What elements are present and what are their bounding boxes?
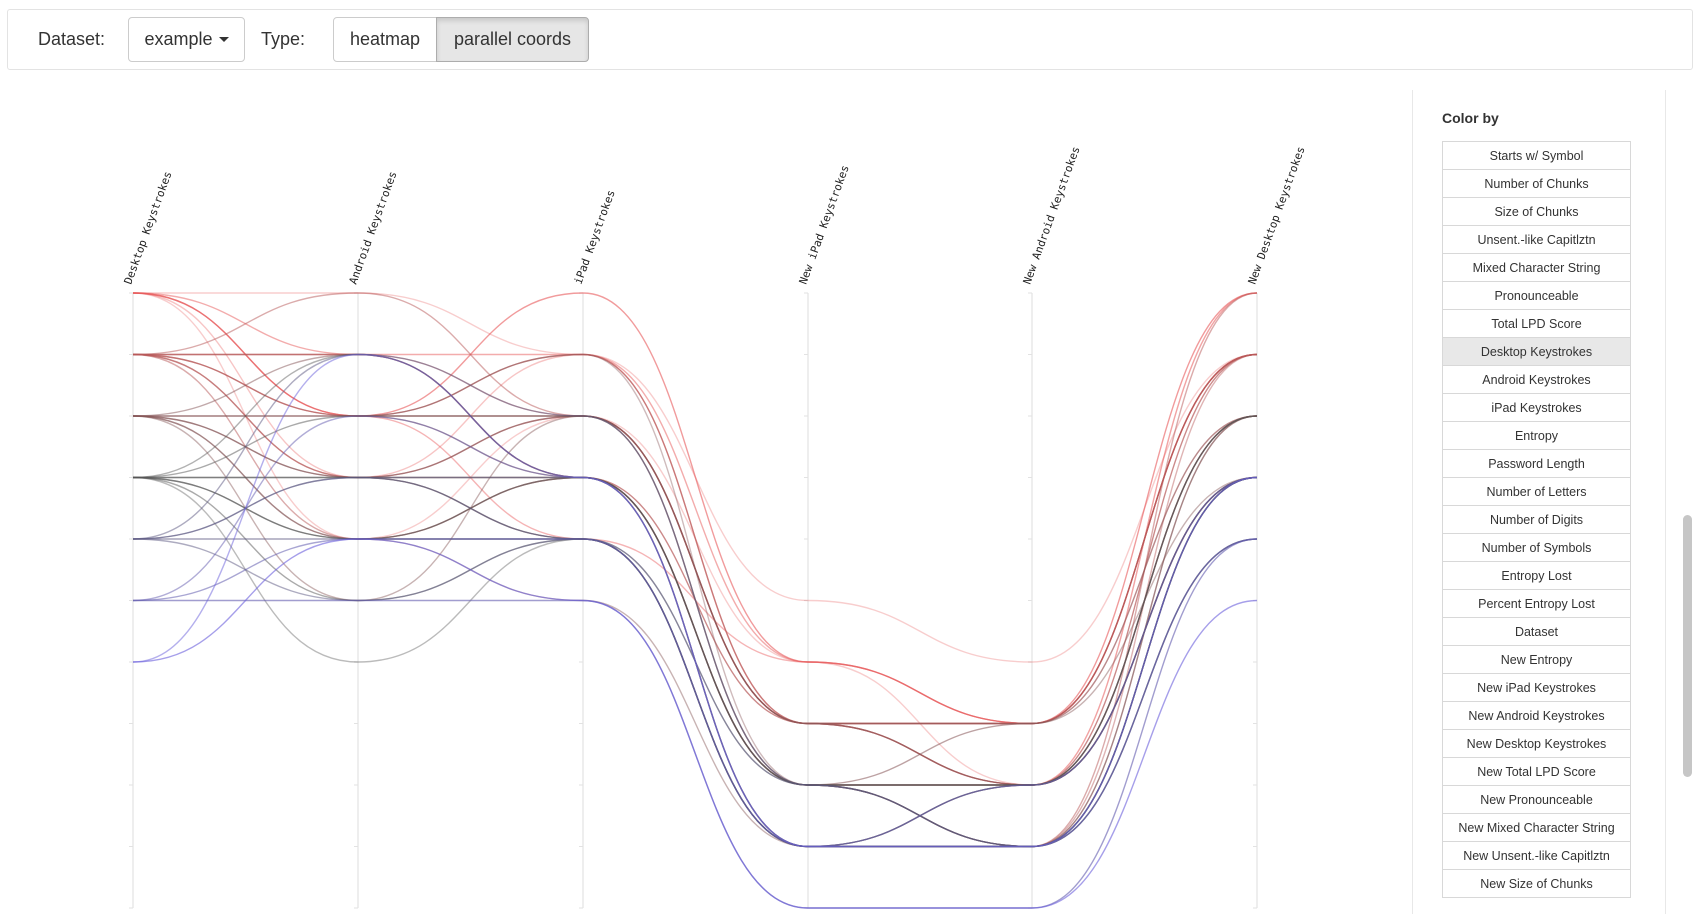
color-by-item[interactable]: Total LPD Score	[1442, 309, 1631, 338]
axis-label: iPad Keystrokes	[572, 188, 618, 286]
color-by-item[interactable]: Size of Chunks	[1442, 197, 1631, 226]
data-line	[133, 353, 1258, 786]
color-by-title: Color by	[1442, 110, 1499, 126]
scrollbar-thumb[interactable]	[1683, 515, 1692, 777]
color-by-item[interactable]: Dataset	[1442, 617, 1631, 646]
color-by-item[interactable]: Percent Entropy Lost	[1442, 589, 1631, 618]
color-by-item[interactable]: Starts w/ Symbol	[1442, 141, 1631, 170]
dataset-value: example	[144, 29, 213, 49]
toolbar: Dataset: example Type: heatmap parallel …	[7, 9, 1693, 70]
color-by-item[interactable]: Desktop Keystrokes	[1442, 337, 1631, 366]
color-by-item[interactable]: New Desktop Keystrokes	[1442, 729, 1631, 758]
type-label: Type:	[261, 29, 306, 49]
axis-label: Desktop Keystrokes	[122, 170, 175, 286]
color-by-item[interactable]: Pronounceable	[1442, 281, 1631, 310]
axis-label: New Desktop Keystrokes	[1246, 145, 1308, 286]
data-line	[132, 292, 1258, 786]
dataset-label: Dataset:	[38, 29, 106, 49]
color-by-panel: Color by Starts w/ Symbol Number of Chunk…	[1412, 90, 1666, 914]
color-by-item[interactable]: Android Keystrokes	[1442, 365, 1631, 394]
color-by-item[interactable]: Number of Digits	[1442, 505, 1631, 534]
axis-label: New Android Keystrokes	[1021, 145, 1083, 286]
color-by-item[interactable]: New Mixed Character String	[1442, 813, 1631, 842]
data-line	[132, 415, 1258, 848]
parallel-coordinates-chart: Desktop Keystrokes Android Keystrokes iPad…	[122, 145, 1308, 909]
caret-down-icon	[218, 37, 229, 42]
color-by-item[interactable]: iPad Keystrokes	[1442, 393, 1631, 422]
color-by-item[interactable]: Password Length	[1442, 449, 1631, 478]
color-by-item[interactable]: New Entropy	[1442, 645, 1631, 674]
color-by-item[interactable]: New Total LPD Score	[1442, 757, 1631, 786]
color-by-item[interactable]: New Unsent.-like Capitlztn	[1442, 841, 1631, 870]
axis-label: New iPad Keystrokes	[797, 163, 852, 286]
data-line	[132, 415, 1258, 725]
color-by-item[interactable]: New Size of Chunks	[1442, 869, 1631, 898]
color-by-item[interactable]: Mixed Character String	[1442, 253, 1631, 282]
color-by-item[interactable]: New Pronounceable	[1442, 785, 1631, 814]
data-line	[132, 538, 1258, 909]
heatmap-button[interactable]: heatmap	[333, 17, 437, 62]
color-by-item[interactable]: Entropy Lost	[1442, 561, 1631, 590]
color-by-item[interactable]: New Android Keystrokes	[1442, 701, 1631, 730]
axis-label: Android Keystrokes	[347, 170, 400, 286]
color-by-item[interactable]: Unsent.-like Capitlztn	[1442, 225, 1631, 254]
color-by-item[interactable]: Number of Chunks	[1442, 169, 1631, 198]
color-by-list: Starts w/ Symbol Number of Chunks Size of …	[1442, 141, 1631, 898]
dataset-dropdown[interactable]: example	[128, 17, 245, 62]
color-by-item[interactable]: New iPad Keystrokes	[1442, 673, 1631, 702]
color-by-item[interactable]: Number of Letters	[1442, 477, 1631, 506]
data-line	[132, 353, 1258, 848]
color-by-item[interactable]: Entropy	[1442, 421, 1631, 450]
color-by-item[interactable]: Number of Symbols	[1442, 533, 1631, 562]
parallel-coords-button[interactable]: parallel coords	[436, 17, 589, 62]
